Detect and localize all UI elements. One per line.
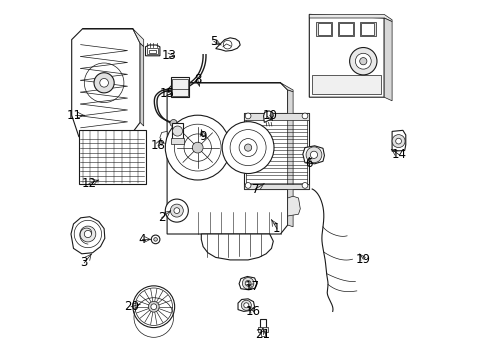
Circle shape bbox=[174, 208, 179, 213]
Text: 12: 12 bbox=[81, 177, 96, 190]
Bar bbox=[311, 75, 381, 94]
Circle shape bbox=[395, 138, 401, 144]
Bar bbox=[260, 319, 265, 328]
Bar bbox=[337, 22, 353, 36]
Circle shape bbox=[349, 48, 376, 75]
Circle shape bbox=[100, 78, 108, 87]
Circle shape bbox=[222, 122, 273, 174]
Polygon shape bbox=[167, 83, 287, 234]
Text: 3: 3 bbox=[81, 256, 88, 269]
Text: 5: 5 bbox=[210, 35, 217, 48]
Circle shape bbox=[165, 115, 230, 180]
Circle shape bbox=[80, 226, 96, 242]
Circle shape bbox=[244, 303, 248, 308]
Circle shape bbox=[170, 120, 177, 127]
Circle shape bbox=[244, 113, 250, 119]
Bar bbox=[149, 50, 156, 53]
Polygon shape bbox=[287, 90, 292, 227]
Circle shape bbox=[170, 204, 183, 217]
Circle shape bbox=[151, 304, 156, 310]
Circle shape bbox=[148, 301, 159, 312]
Text: 21: 21 bbox=[254, 328, 269, 341]
Bar bbox=[244, 113, 308, 189]
Polygon shape bbox=[287, 196, 300, 216]
Circle shape bbox=[153, 238, 157, 241]
Text: 16: 16 bbox=[245, 305, 261, 318]
Circle shape bbox=[244, 144, 251, 151]
Circle shape bbox=[192, 142, 203, 153]
Bar bbox=[170, 138, 184, 144]
Text: 17: 17 bbox=[244, 280, 259, 293]
Polygon shape bbox=[238, 299, 254, 311]
Circle shape bbox=[305, 147, 321, 163]
Bar bbox=[258, 327, 267, 332]
Circle shape bbox=[310, 151, 317, 158]
Circle shape bbox=[244, 183, 250, 188]
Circle shape bbox=[302, 183, 307, 188]
Bar bbox=[244, 113, 308, 120]
Circle shape bbox=[359, 58, 366, 65]
Circle shape bbox=[165, 199, 188, 222]
Text: 11: 11 bbox=[67, 109, 82, 122]
Bar bbox=[316, 22, 332, 36]
Circle shape bbox=[94, 73, 114, 93]
Polygon shape bbox=[201, 234, 273, 260]
Text: 7: 7 bbox=[251, 183, 259, 195]
Circle shape bbox=[302, 113, 307, 119]
Circle shape bbox=[244, 280, 250, 286]
Polygon shape bbox=[72, 29, 140, 137]
Bar bbox=[260, 331, 264, 336]
Text: 9: 9 bbox=[199, 130, 206, 143]
Polygon shape bbox=[174, 83, 292, 92]
Text: 18: 18 bbox=[150, 139, 165, 152]
Bar bbox=[172, 79, 187, 96]
Polygon shape bbox=[160, 131, 167, 144]
Circle shape bbox=[133, 286, 174, 328]
Text: 6: 6 bbox=[305, 157, 312, 170]
Text: 13: 13 bbox=[161, 49, 176, 62]
Circle shape bbox=[183, 134, 211, 161]
Circle shape bbox=[172, 126, 182, 136]
Polygon shape bbox=[309, 14, 391, 22]
Bar bbox=[360, 23, 374, 35]
Polygon shape bbox=[263, 111, 273, 122]
Text: 1: 1 bbox=[273, 222, 280, 235]
Text: 14: 14 bbox=[391, 148, 406, 161]
Polygon shape bbox=[302, 146, 324, 164]
Circle shape bbox=[391, 135, 404, 148]
Polygon shape bbox=[145, 45, 160, 56]
Polygon shape bbox=[239, 276, 257, 290]
Bar bbox=[79, 130, 145, 184]
Text: 19: 19 bbox=[355, 253, 370, 266]
Bar bbox=[147, 48, 158, 54]
Circle shape bbox=[355, 53, 370, 69]
Circle shape bbox=[242, 278, 253, 289]
Bar bbox=[317, 23, 330, 35]
Polygon shape bbox=[391, 130, 405, 151]
Circle shape bbox=[151, 235, 160, 244]
Bar bbox=[339, 23, 352, 35]
Text: 8: 8 bbox=[194, 73, 201, 86]
Text: 20: 20 bbox=[123, 300, 138, 313]
Circle shape bbox=[239, 139, 257, 157]
Polygon shape bbox=[215, 38, 240, 51]
Circle shape bbox=[241, 300, 251, 310]
Circle shape bbox=[84, 230, 91, 238]
Polygon shape bbox=[309, 14, 384, 97]
Bar bbox=[171, 123, 183, 139]
Bar bbox=[170, 77, 189, 97]
Text: 15: 15 bbox=[160, 87, 174, 100]
Text: 10: 10 bbox=[262, 109, 277, 122]
Polygon shape bbox=[140, 43, 143, 126]
Polygon shape bbox=[82, 29, 143, 47]
Text: 2: 2 bbox=[158, 211, 165, 224]
Text: 4: 4 bbox=[138, 233, 145, 246]
Polygon shape bbox=[384, 18, 391, 101]
Bar bbox=[359, 22, 375, 36]
Bar bbox=[244, 184, 308, 189]
Polygon shape bbox=[71, 217, 104, 254]
